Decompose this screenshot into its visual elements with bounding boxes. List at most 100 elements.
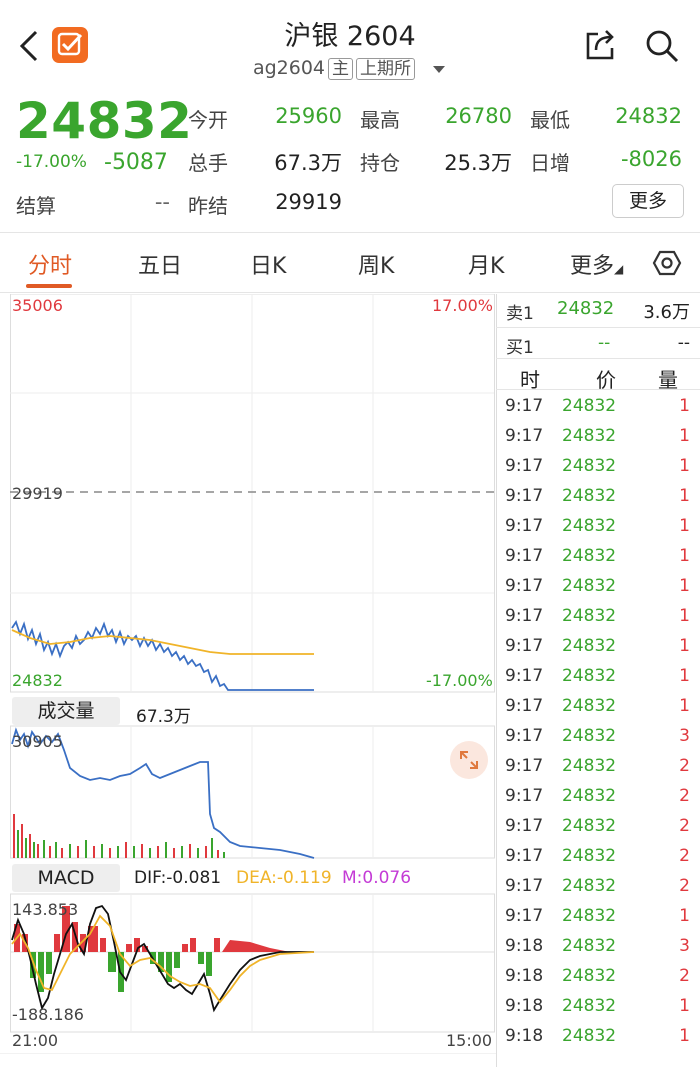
- intraday-chart[interactable]: [0, 294, 496, 1054]
- tick-qty: 2: [679, 816, 690, 836]
- prev-settle-label: 昨结: [188, 194, 228, 218]
- tab-five-day[interactable]: 五日: [138, 254, 183, 279]
- ask1-price: 24832: [557, 298, 615, 319]
- tick-qty: 2: [679, 966, 690, 986]
- tick-time: 9:17: [505, 546, 544, 566]
- tick-price: 24832: [562, 696, 617, 716]
- tick-price: 24832: [562, 816, 617, 836]
- tick-qty: 1: [679, 456, 690, 476]
- bid1-qty: --: [677, 333, 690, 353]
- macd-bottom-label: -188.186: [12, 1005, 84, 1024]
- tick-price: 24832: [562, 666, 617, 686]
- macd-top-label: 143.853: [12, 900, 79, 919]
- tick-qty: 2: [679, 876, 690, 896]
- search-icon[interactable]: [644, 28, 680, 64]
- more-button[interactable]: 更多: [612, 184, 684, 218]
- tick-qty: 1: [679, 666, 690, 686]
- back-icon[interactable]: [14, 28, 44, 64]
- tick-time: 9:17: [505, 606, 544, 626]
- macd-dea: DEA:-0.119: [236, 868, 332, 888]
- settle-label: 结算: [16, 194, 56, 218]
- tick-time: 9:17: [505, 426, 544, 446]
- change-percent: -17.00%: [16, 152, 87, 172]
- tick-qty: 2: [679, 786, 690, 806]
- tick-price: 24832: [562, 966, 617, 986]
- tick-time: 9:18: [505, 1026, 544, 1046]
- volume-label: 总手: [188, 151, 228, 175]
- tick-time: 9:17: [505, 696, 544, 716]
- low-label: 最低: [530, 108, 570, 132]
- tab-more-label: 更多: [570, 254, 615, 279]
- col-qty: 量: [658, 368, 678, 392]
- tick-price: 24832: [562, 786, 617, 806]
- divider: [0, 292, 700, 293]
- tab-active-indicator: [26, 284, 72, 288]
- oi-change-value: -8026: [620, 147, 682, 171]
- time-end: 15:00: [446, 1031, 493, 1050]
- tick-time: 9:17: [505, 846, 544, 866]
- tick-qty: 1: [679, 546, 690, 566]
- change-amount: -5087: [104, 150, 168, 175]
- top-nav: 沪银 2604 ag2604 主上期所: [0, 0, 700, 82]
- ask1-qty: 3.6万: [643, 302, 690, 323]
- tick-qty: 3: [679, 726, 690, 746]
- last-price: 24832: [16, 92, 193, 150]
- oi-change-label: 日增: [530, 151, 570, 175]
- tick-time: 9:17: [505, 636, 544, 656]
- tick-price: 24832: [562, 876, 617, 896]
- contract-subtitle[interactable]: ag2604 主上期所: [0, 54, 700, 80]
- volume-indicator-button[interactable]: 成交量: [12, 697, 120, 725]
- divider: [496, 327, 700, 328]
- open-interest-value: 25.3万: [444, 151, 512, 175]
- tick-time: 9:17: [505, 906, 544, 926]
- tick-panel[interactable]: [496, 294, 700, 1067]
- tick-time: 9:17: [505, 666, 544, 686]
- col-time: 时: [520, 368, 540, 392]
- tick-qty: 1: [679, 396, 690, 416]
- tick-time: 9:17: [505, 786, 544, 806]
- dropdown-icon[interactable]: [431, 63, 447, 75]
- tick-qty: 2: [679, 756, 690, 776]
- tick-time: 9:17: [505, 396, 544, 416]
- bid1-price: --: [598, 333, 611, 353]
- contract-code: ag2604: [252, 57, 325, 79]
- tick-price: 24832: [562, 456, 617, 476]
- tick-time: 9:17: [505, 576, 544, 596]
- tab-intraday[interactable]: 分时: [28, 254, 73, 279]
- tick-price: 24832: [562, 516, 617, 536]
- tick-qty: 1: [679, 696, 690, 716]
- chart-top-percent: 17.00%: [432, 296, 494, 315]
- chart-bottom-percent: -17.00%: [426, 671, 493, 690]
- exchange-tag: 上期所: [356, 58, 415, 80]
- macd-m: M:0.076: [342, 868, 412, 888]
- tick-price: 24832: [562, 846, 617, 866]
- page-title: 沪银 2604: [284, 21, 416, 52]
- chart-bottom-price: 24832: [12, 671, 63, 690]
- tick-time: 9:17: [505, 756, 544, 776]
- tick-price: 24832: [562, 936, 617, 956]
- share-icon[interactable]: [582, 28, 618, 64]
- settings-hex-icon[interactable]: [652, 248, 682, 278]
- tick-time: 9:17: [505, 816, 544, 836]
- chart-top-price: 35006: [12, 296, 63, 315]
- tick-price: 24832: [562, 546, 617, 566]
- tab-more[interactable]: 更多◢: [570, 254, 624, 279]
- tick-price: 24832: [562, 576, 617, 596]
- prev-settle-value: 29919: [275, 190, 342, 214]
- tick-price: 24832: [562, 756, 617, 776]
- tick-time: 9:18: [505, 966, 544, 986]
- expand-icon[interactable]: [450, 741, 488, 779]
- col-price: 价: [596, 368, 616, 392]
- high-label: 最高: [360, 108, 400, 132]
- macd-indicator-button[interactable]: MACD: [12, 864, 120, 892]
- tab-weekly-k[interactable]: 周K: [358, 254, 395, 279]
- tick-price: 24832: [562, 426, 617, 446]
- tab-monthly-k[interactable]: 月K: [468, 254, 505, 279]
- tick-time: 9:17: [505, 456, 544, 476]
- tick-qty: 1: [679, 606, 690, 626]
- bid1-label: 买1: [506, 338, 534, 358]
- high-value: 26780: [445, 104, 512, 128]
- tab-daily-k[interactable]: 日K: [250, 254, 287, 279]
- tick-qty: 2: [679, 846, 690, 866]
- tick-time: 9:18: [505, 936, 544, 956]
